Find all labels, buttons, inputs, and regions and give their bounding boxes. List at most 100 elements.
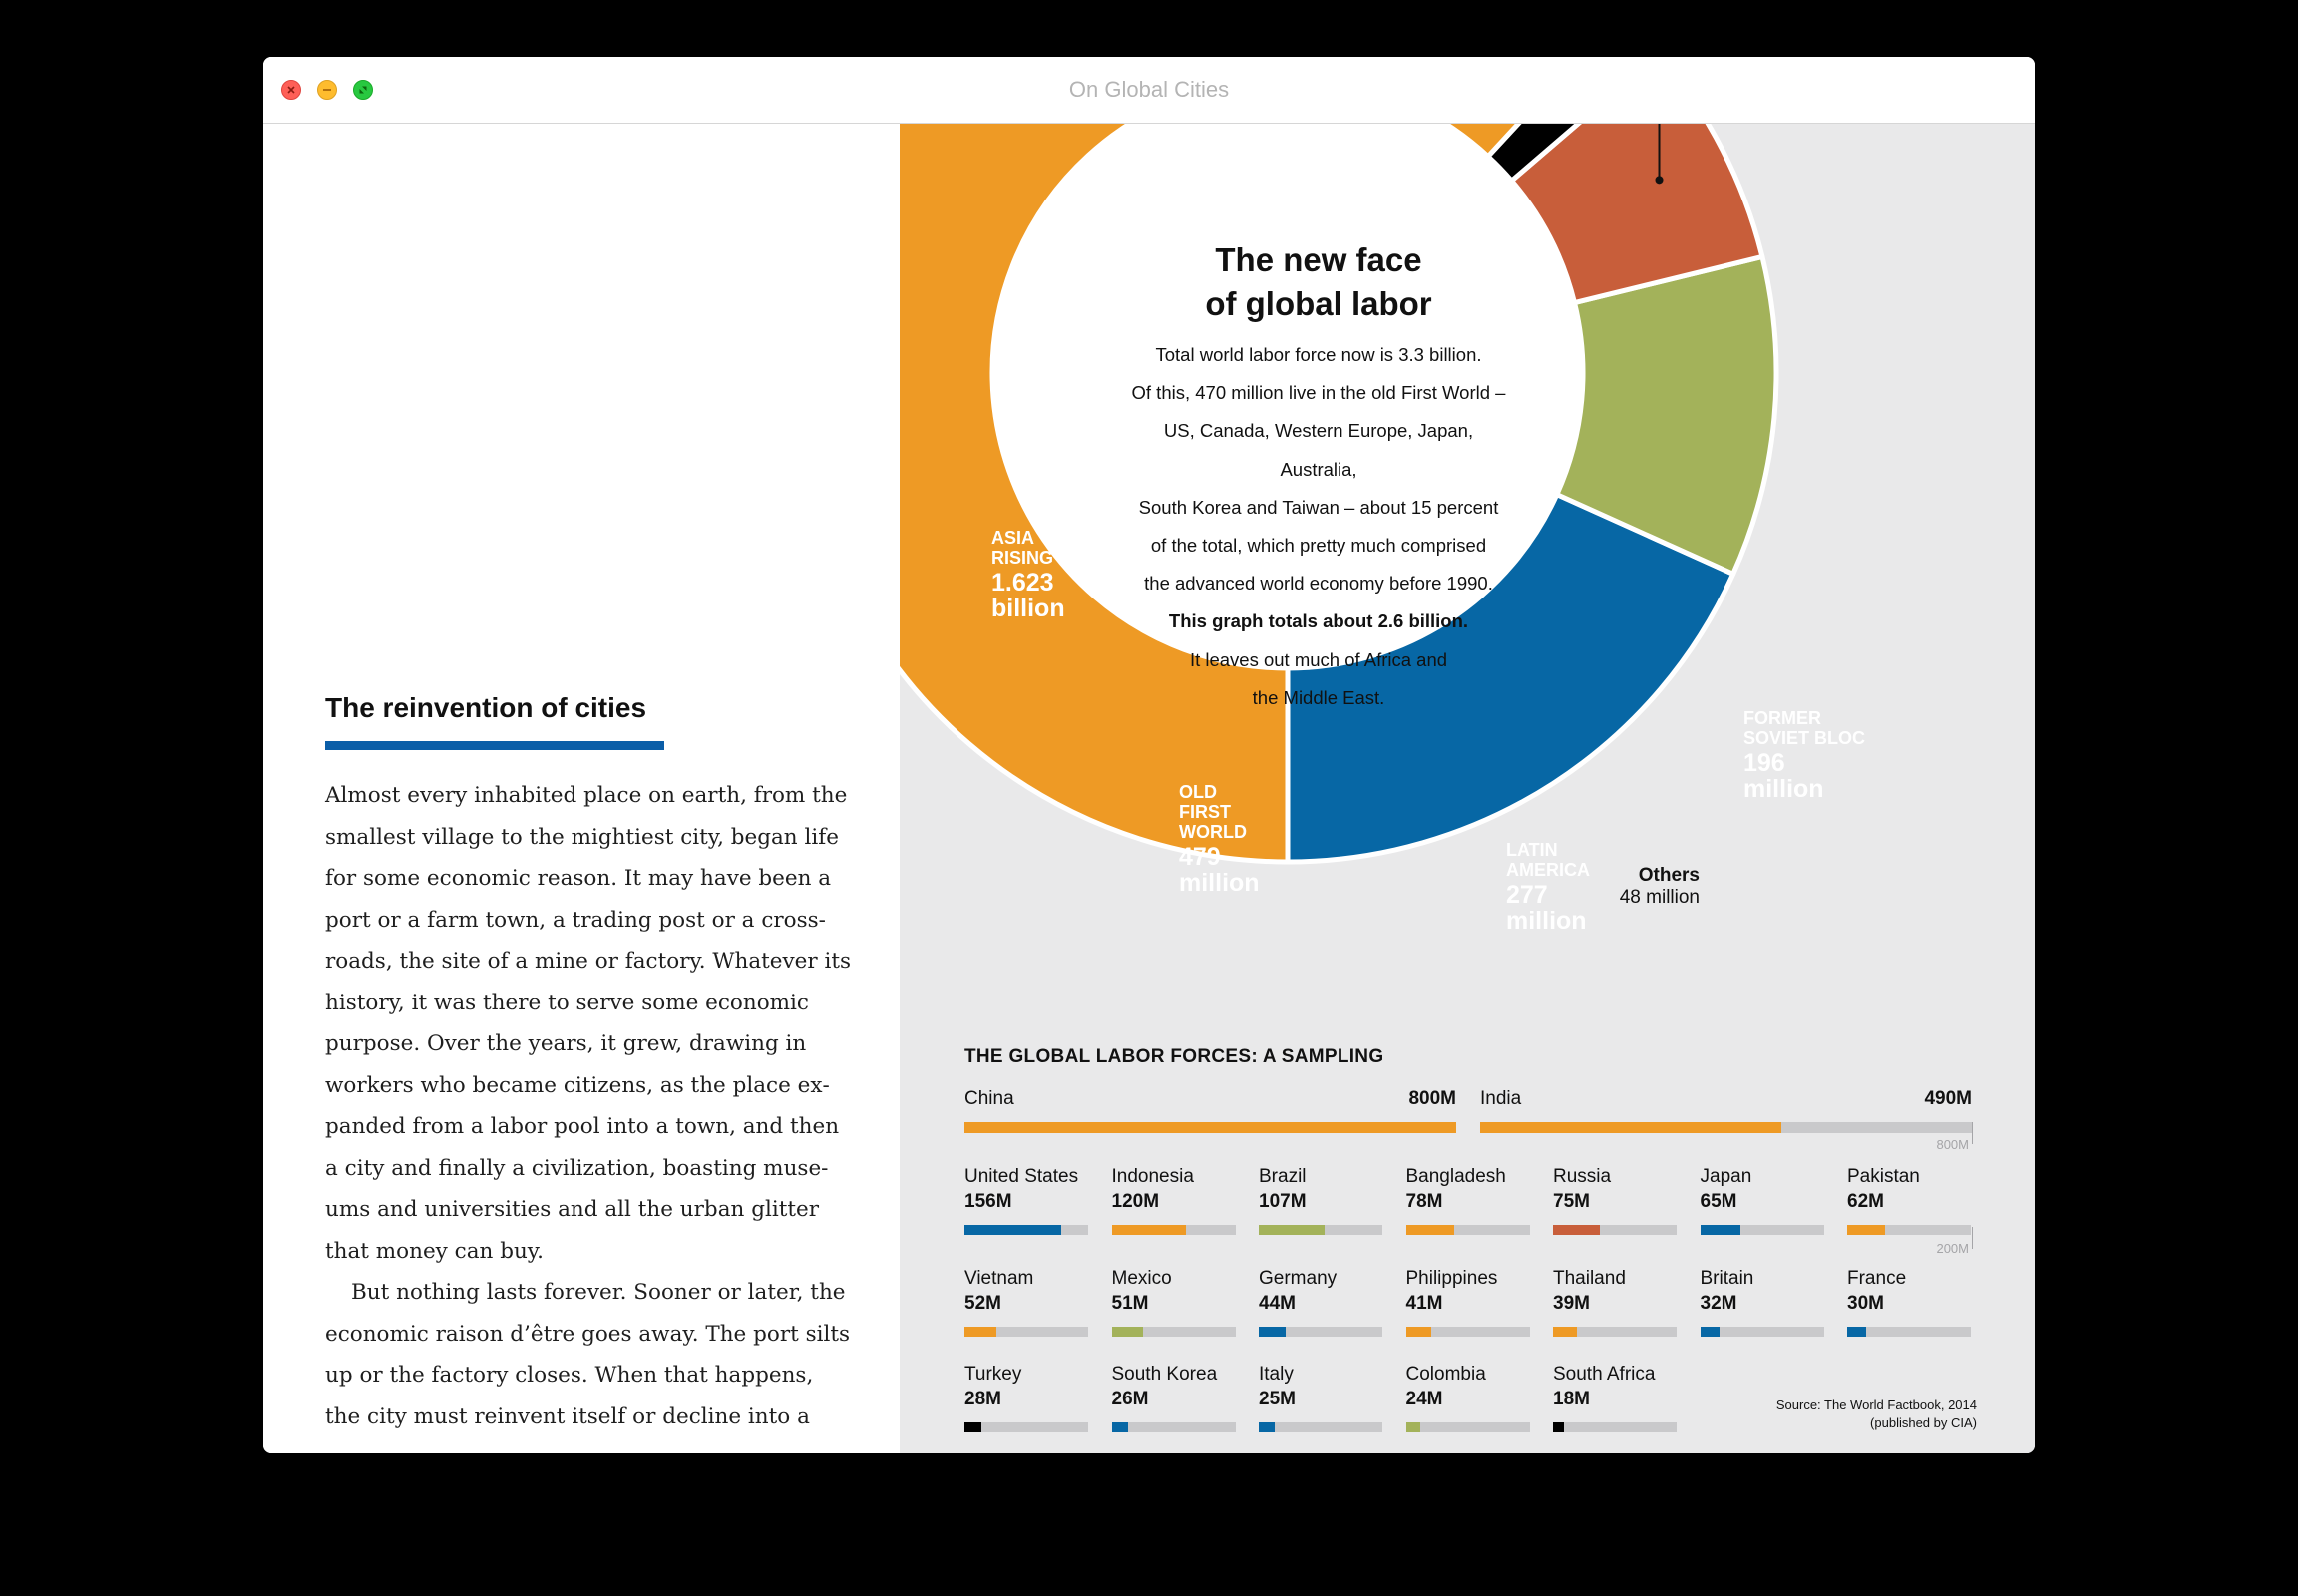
others-leader-dot [1655, 176, 1664, 185]
scale-tick [1972, 1122, 1973, 1144]
segment-value: 277 [1506, 881, 1548, 909]
bar-fill [1553, 1327, 1578, 1337]
bar-track [1553, 1422, 1677, 1432]
bar-value-label: 39M [1553, 1293, 1590, 1314]
bar-country: France [1847, 1268, 1907, 1289]
donut-center-text: The new face of global labor Total world… [1129, 238, 1508, 717]
bar-track [1259, 1422, 1382, 1432]
segment-name: LATIN [1506, 840, 1558, 860]
segment-label-soviet-bloc: FORMER SOVIET BLOC 196 million [1743, 708, 1883, 802]
bar-track [964, 1122, 1456, 1133]
source-note: Source: The World Factbook, 2014 (publis… [1757, 1396, 1977, 1432]
bar-item-germany: Germany 44M [1259, 1268, 1382, 1348]
bar-item-thailand: Thailand 39M [1553, 1268, 1677, 1348]
bar-fill [1700, 1327, 1721, 1337]
bar-value-label: 62M [1847, 1191, 1884, 1212]
donut-center [994, 124, 1581, 666]
bar-chart-title: THE GLOBAL LABOR FORCES: A SAMPLING [964, 1046, 1384, 1067]
bar-country: South Africa [1553, 1364, 1656, 1385]
segment-name: ASIA [991, 528, 1035, 548]
bar-country: Italy [1259, 1364, 1294, 1385]
bar-item-south-korea: South Korea 26M [1111, 1364, 1236, 1443]
donut-slice-soviet-bloc [1509, 124, 1765, 306]
bar-value-label: 28M [964, 1389, 1001, 1409]
bar-track [1553, 1225, 1677, 1235]
bar-track [1259, 1327, 1382, 1337]
fullscreen-window-button[interactable] [353, 80, 373, 100]
bar-track [1553, 1327, 1677, 1337]
bar-item-colombia: Colombia 24M [1405, 1364, 1530, 1443]
bar-fill [1259, 1327, 1287, 1337]
bar-track [1259, 1225, 1382, 1235]
bar-item-india: India 490M [1480, 1088, 1972, 1133]
bar-track [1111, 1422, 1236, 1432]
bar-fill [1111, 1225, 1186, 1235]
bar-fill [964, 1327, 997, 1337]
segment-value: 479 [1179, 843, 1221, 871]
bar-fill [964, 1225, 1061, 1235]
scale-note: 800M [1936, 1137, 1969, 1152]
bar-track [964, 1327, 1088, 1337]
bar-item-mexico: Mexico 51M [1111, 1268, 1236, 1348]
donut-slice-first-world [1285, 492, 1736, 865]
app-window: On Global Cities The reinvention of citi… [263, 57, 2035, 1453]
bar-value-label: 156M [964, 1191, 1012, 1212]
segment-value: million [1179, 869, 1260, 897]
bar-item-indonesia: Indonesia 120M [1111, 1166, 1236, 1246]
close-window-button[interactable] [281, 80, 301, 100]
bar-value-label: 30M [1847, 1293, 1884, 1314]
description-line: South Korea and Taiwan – about 15 percen… [1138, 496, 1499, 518]
segment-name: Others [1638, 865, 1700, 886]
bar-item-russia: Russia 75M [1553, 1166, 1677, 1246]
donut-slice-asia [900, 124, 1522, 865]
bar-fill [1553, 1225, 1600, 1235]
bar-value-label: 26M [1111, 1389, 1149, 1409]
bar-item-pakistan: Pakistan 62M [1847, 1166, 1971, 1246]
bar-country: Japan [1700, 1166, 1752, 1187]
segment-value: 1.623 [991, 569, 1054, 597]
section-heading: The reinvention of cities [325, 692, 647, 723]
bar-item-brazil: Brazil 107M [1259, 1166, 1382, 1246]
bar-value-label: 107M [1259, 1191, 1307, 1212]
bar-item-south-africa: South Africa 18M [1553, 1364, 1677, 1443]
bar-value-label: 32M [1700, 1293, 1737, 1314]
bar-value-label: 75M [1553, 1191, 1590, 1212]
description-line: Total world labor force now is 3.3 billi… [1155, 344, 1482, 365]
bar-track [1847, 1327, 1971, 1337]
fullscreen-icon [359, 86, 367, 94]
bar-item-bangladesh: Bangladesh 78M [1405, 1166, 1530, 1246]
segment-name: OLD [1179, 782, 1217, 802]
bar-country: India [1480, 1088, 1522, 1109]
bar-value-label: 800M [1408, 1088, 1456, 1109]
bar-item-china: China 800M [964, 1088, 1456, 1133]
bar-fill [1700, 1225, 1740, 1235]
bar-value-label: 78M [1405, 1191, 1443, 1212]
bar-country: Pakistan [1847, 1166, 1920, 1187]
scale-tick [1972, 1227, 1973, 1249]
others-leader-line [1658, 124, 1661, 181]
minimize-window-button[interactable] [317, 80, 337, 100]
scale-note: 200M [1936, 1241, 1969, 1256]
title-bar[interactable]: On Global Cities [263, 57, 2035, 124]
bar-country: Russia [1553, 1166, 1612, 1187]
bar-country: South Korea [1111, 1364, 1218, 1385]
bar-value-label: 490M [1924, 1088, 1972, 1109]
bar-value-label: 41M [1405, 1293, 1443, 1314]
description-line: Of this, 470 million live in the old Fir… [1131, 382, 1506, 404]
segment-label-asia: ASIA RISING 1.623 billion [991, 528, 1131, 621]
segment-value: 48 million [1619, 887, 1700, 908]
bar-value-label: 18M [1553, 1389, 1590, 1409]
paragraph: But nothing lasts forever. Sooner or lat… [325, 1280, 851, 1429]
bar-country: Philippines [1405, 1268, 1498, 1289]
bar-fill [1553, 1422, 1565, 1432]
bar-fill [1847, 1225, 1886, 1235]
source-line: Source: The World Factbook, 2014 [1775, 1397, 1977, 1412]
bar-value-label: 25M [1259, 1389, 1296, 1409]
bar-country: Turkey [964, 1364, 1022, 1385]
minimize-icon [323, 89, 331, 91]
bar-track [1111, 1327, 1236, 1337]
window-title: On Global Cities [1068, 77, 1230, 102]
bar-value-label: 65M [1700, 1191, 1737, 1212]
bar-track [1700, 1225, 1824, 1235]
bar-track [1111, 1225, 1236, 1235]
